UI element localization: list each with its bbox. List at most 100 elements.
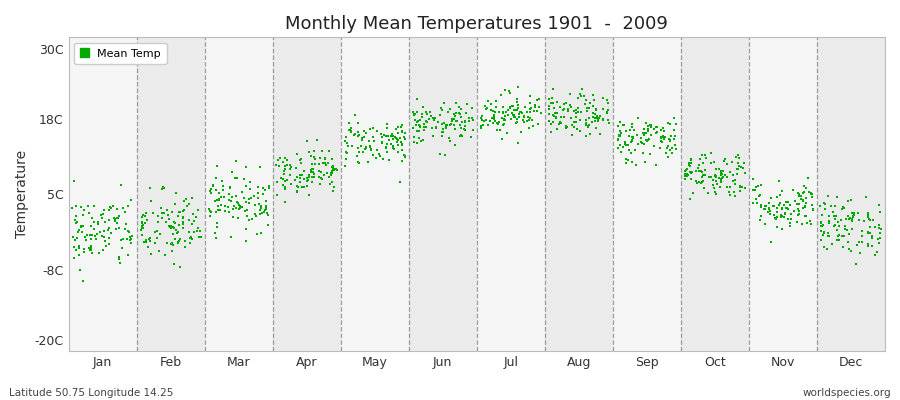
Point — [800, 220, 814, 226]
Point — [435, 128, 449, 135]
Point — [218, 208, 232, 214]
Point — [374, 130, 388, 137]
Text: worldspecies.org: worldspecies.org — [803, 388, 891, 398]
Point — [447, 122, 462, 128]
Point — [514, 108, 528, 115]
Point — [87, 203, 102, 209]
Point — [514, 128, 528, 135]
Point — [305, 166, 320, 172]
Point — [447, 126, 462, 132]
Point — [384, 141, 399, 147]
Point — [343, 126, 357, 133]
Point — [226, 206, 240, 212]
Point — [231, 202, 246, 208]
Point — [767, 202, 781, 209]
Point — [736, 160, 751, 166]
Point — [238, 226, 253, 232]
Point — [502, 104, 517, 110]
Point — [786, 186, 800, 193]
Point — [433, 151, 447, 158]
Point — [678, 176, 692, 183]
Point — [297, 176, 311, 183]
Point — [429, 125, 444, 132]
Point — [854, 238, 868, 245]
Point — [832, 237, 846, 243]
Point — [379, 145, 393, 151]
Point — [611, 122, 625, 129]
Point — [571, 108, 585, 115]
Point — [777, 214, 791, 220]
Point — [91, 219, 105, 225]
Point — [248, 192, 262, 199]
Point — [639, 136, 653, 143]
Point — [842, 230, 856, 237]
Point — [634, 139, 649, 145]
Point — [779, 205, 794, 212]
Point — [77, 249, 92, 255]
Point — [728, 192, 742, 199]
Point — [346, 143, 360, 150]
Point — [601, 116, 616, 123]
Point — [802, 189, 816, 196]
Point — [789, 219, 804, 226]
Point — [653, 134, 668, 141]
Point — [556, 114, 571, 120]
Point — [242, 217, 256, 224]
Point — [629, 162, 643, 169]
Point — [210, 197, 224, 203]
Point — [828, 203, 842, 209]
Point — [519, 118, 534, 124]
Point — [302, 192, 316, 198]
Point — [724, 192, 738, 198]
Point — [828, 216, 842, 223]
Point — [443, 138, 457, 144]
Point — [734, 164, 749, 170]
Point — [874, 226, 888, 232]
Point — [102, 207, 116, 214]
Point — [423, 109, 437, 116]
Point — [85, 215, 99, 222]
Point — [168, 190, 183, 196]
Point — [830, 194, 844, 200]
Point — [187, 229, 202, 235]
Point — [518, 104, 533, 110]
Point — [580, 123, 595, 130]
Point — [619, 128, 634, 135]
Point — [444, 122, 458, 128]
Point — [722, 189, 736, 196]
Point — [796, 189, 811, 195]
Point — [460, 101, 474, 108]
Point — [112, 260, 127, 266]
Point — [683, 196, 698, 202]
Y-axis label: Temperature: Temperature — [15, 150, 29, 238]
Legend: Mean Temp: Mean Temp — [74, 43, 166, 64]
Point — [650, 129, 664, 135]
Point — [634, 134, 649, 141]
Point — [166, 230, 180, 237]
Point — [290, 183, 304, 189]
Point — [328, 166, 342, 172]
Point — [235, 204, 249, 210]
Point — [91, 220, 105, 227]
Point — [204, 209, 219, 216]
Point — [324, 170, 338, 176]
Point — [796, 190, 810, 196]
Point — [503, 104, 517, 111]
Point — [324, 168, 338, 174]
Point — [586, 114, 600, 120]
Point — [488, 118, 502, 124]
Point — [114, 237, 129, 243]
Point — [102, 234, 116, 241]
Point — [182, 217, 196, 224]
Point — [805, 202, 819, 208]
Point — [111, 215, 125, 222]
Point — [112, 212, 126, 219]
Point — [818, 206, 832, 212]
Point — [122, 229, 137, 235]
Point — [258, 207, 273, 214]
Point — [118, 209, 132, 216]
Point — [172, 237, 186, 244]
Point — [278, 155, 293, 161]
Point — [135, 224, 149, 231]
Point — [408, 116, 422, 123]
